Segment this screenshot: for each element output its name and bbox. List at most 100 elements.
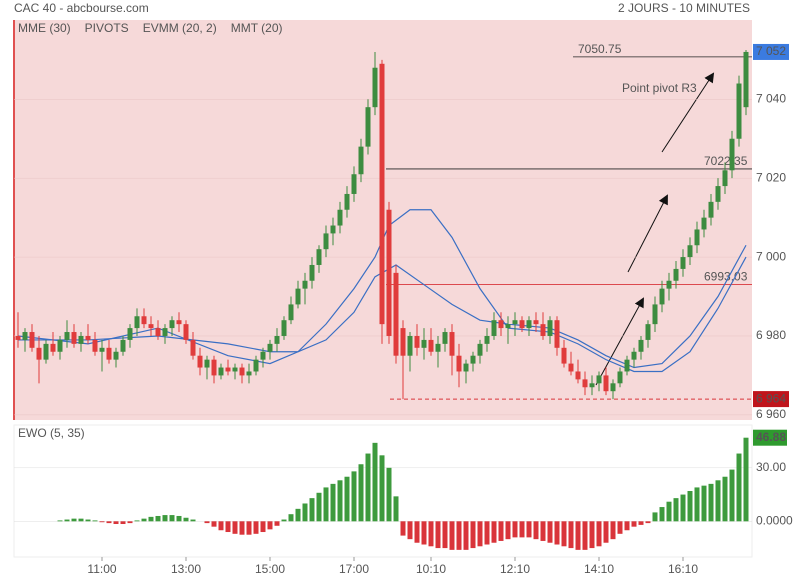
bar (190, 519, 196, 522)
bar (148, 516, 154, 522)
bar (596, 521, 602, 547)
candle-body (456, 355, 462, 372)
x-tick-label: 17:00 (339, 562, 369, 576)
bar (295, 508, 301, 522)
candle-body (274, 335, 280, 344)
bar (225, 521, 231, 533)
candle-body (491, 320, 497, 336)
bar (106, 521, 112, 524)
candle-body (547, 320, 553, 336)
bar (421, 521, 427, 545)
bar (246, 521, 252, 535)
bar (498, 521, 504, 541)
candle-body (169, 320, 175, 329)
bar (708, 483, 714, 522)
bar (687, 491, 693, 522)
bar (169, 515, 175, 522)
legend-entry: MMT (20) (231, 21, 283, 35)
last-price-label: 7 052 (756, 44, 786, 58)
candle-body (267, 343, 273, 352)
bar (561, 521, 567, 547)
period: 2 JOURS - 10 MINUTES (618, 1, 750, 15)
candle-body (246, 371, 252, 376)
bar (603, 521, 609, 543)
candle-body (470, 355, 476, 364)
bar (365, 453, 371, 522)
candle-body (127, 328, 133, 340)
candle-body (400, 328, 406, 356)
candle-body (484, 335, 490, 344)
bar (589, 521, 595, 549)
candle-body (232, 367, 238, 372)
candle-body (386, 209, 392, 336)
last-value-label: 46.88 (756, 430, 786, 444)
candle-body (43, 343, 49, 360)
candle-body (148, 324, 154, 329)
candle-body (610, 383, 616, 392)
bar (435, 521, 441, 549)
candle-body (239, 367, 245, 376)
candle-body (106, 347, 112, 360)
candle-body (421, 339, 427, 348)
bar (204, 521, 210, 524)
bar (673, 498, 679, 522)
candle-body (57, 339, 63, 352)
moving-average (18, 244, 747, 369)
bar (155, 515, 161, 522)
bar (617, 521, 623, 534)
pivot-label: 7050.75 (578, 42, 622, 56)
candle-body (736, 83, 742, 139)
bar (575, 521, 581, 550)
candle-body (729, 138, 735, 171)
bar (176, 515, 182, 522)
candle-body (743, 51, 749, 108)
bar (351, 471, 357, 522)
candle-body (505, 324, 511, 329)
candle-body (302, 280, 308, 289)
x-tick-label: 14:10 (584, 562, 614, 576)
last-value-tag (753, 429, 787, 446)
legend-entry: MME (30) (18, 21, 71, 35)
candle-body (435, 343, 441, 352)
bar (442, 521, 448, 549)
low-price-label: 6 964 (756, 391, 786, 405)
bar (463, 521, 469, 550)
bar (239, 521, 245, 535)
bar (64, 519, 70, 522)
candle-body (407, 335, 413, 356)
candle-body (463, 363, 469, 372)
bar (743, 437, 749, 522)
candle-body (582, 379, 588, 388)
candle-body (197, 355, 203, 368)
candle-body (631, 351, 637, 360)
candle-body (155, 328, 161, 336)
candle-body (498, 320, 504, 329)
bar (554, 521, 560, 545)
candle-body (477, 343, 483, 356)
bar (638, 521, 644, 525)
bar (386, 467, 392, 522)
source: CAC 40 - abcbourse.com (14, 1, 149, 15)
candle-body (379, 63, 385, 325)
bar (57, 520, 63, 522)
bar (288, 514, 294, 522)
bar (729, 469, 735, 522)
candle-body (351, 174, 357, 194)
arrow (661, 72, 715, 153)
candle-body (337, 209, 343, 226)
bar (372, 442, 378, 522)
bar (456, 521, 462, 550)
bar (547, 521, 553, 543)
candle-body (260, 351, 266, 360)
candle-body (701, 217, 707, 230)
pivot-label: 7022.35 (704, 154, 748, 168)
bar (680, 494, 686, 522)
candle-body (295, 288, 301, 305)
bar (568, 521, 574, 549)
bar (736, 453, 742, 522)
candle-body (330, 225, 336, 234)
bar (400, 521, 406, 536)
candle-body (708, 201, 714, 218)
candle-body (85, 335, 91, 340)
bar (505, 521, 511, 540)
